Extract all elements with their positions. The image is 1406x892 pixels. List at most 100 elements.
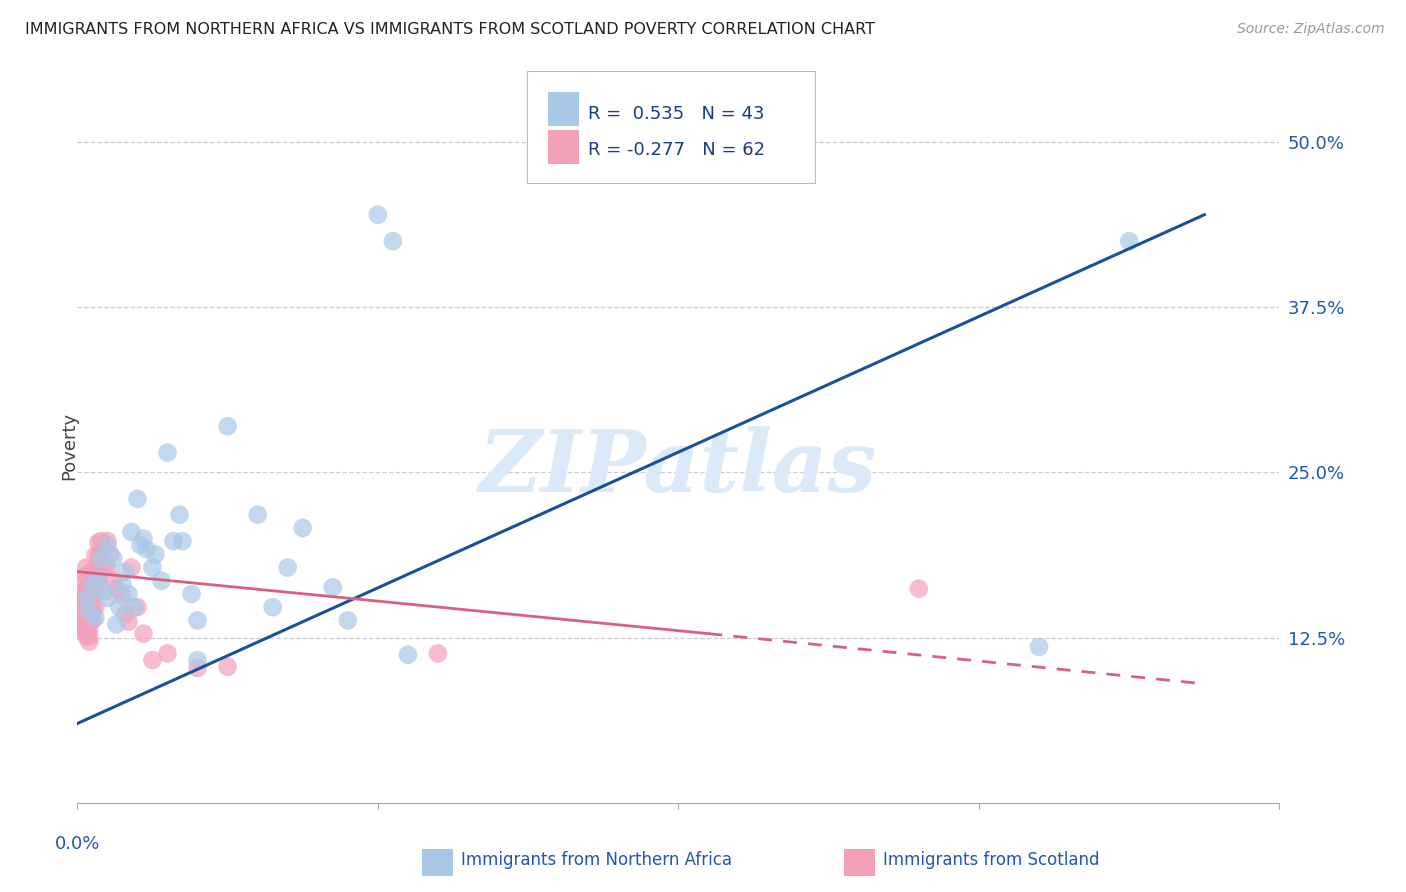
Point — [132, 626, 155, 640]
Y-axis label: Poverty: Poverty — [60, 412, 77, 480]
Point — [72, 621, 94, 635]
Point — [141, 653, 163, 667]
Point — [93, 584, 115, 599]
Point — [75, 560, 97, 574]
Text: 0.0%: 0.0% — [55, 835, 100, 853]
Point — [908, 582, 931, 596]
Point — [75, 629, 97, 643]
Point — [84, 587, 107, 601]
Text: ZIPatlas: ZIPatlas — [479, 425, 877, 509]
Point — [82, 614, 104, 628]
Point — [1118, 234, 1140, 248]
Point — [87, 549, 110, 563]
Point — [96, 534, 118, 549]
Text: Immigrants from Northern Africa: Immigrants from Northern Africa — [461, 851, 733, 869]
Point — [96, 560, 118, 574]
Point — [79, 604, 101, 618]
Point — [156, 647, 179, 661]
Point — [90, 547, 112, 561]
Point — [396, 648, 419, 662]
Point — [84, 549, 107, 563]
Point — [79, 582, 101, 596]
Point — [87, 562, 110, 576]
Point — [82, 588, 104, 602]
Point — [187, 653, 209, 667]
Point — [262, 600, 284, 615]
Point — [114, 565, 136, 579]
Point — [75, 591, 97, 605]
Point — [1028, 640, 1050, 654]
Point — [322, 581, 344, 595]
Point — [79, 629, 101, 643]
Point — [124, 600, 146, 615]
Point — [169, 508, 191, 522]
Point — [129, 538, 152, 552]
Point — [69, 614, 91, 628]
Point — [103, 551, 125, 566]
Point — [217, 659, 239, 673]
Point — [82, 600, 104, 615]
Point — [90, 534, 112, 549]
Point — [132, 532, 155, 546]
Point — [150, 574, 173, 588]
Point — [72, 615, 94, 629]
Point — [120, 524, 142, 539]
Point — [180, 587, 202, 601]
Text: R = -0.277   N = 62: R = -0.277 N = 62 — [588, 141, 765, 159]
Point — [79, 588, 101, 602]
Point — [87, 535, 110, 549]
Point — [75, 623, 97, 637]
Point — [117, 615, 139, 629]
Point — [69, 587, 91, 601]
Point — [69, 600, 91, 615]
Point — [100, 547, 122, 561]
Point — [72, 574, 94, 588]
Point — [84, 562, 107, 576]
Point — [336, 614, 359, 628]
Point — [69, 624, 91, 638]
Point — [381, 234, 404, 248]
Point — [105, 617, 128, 632]
Point — [217, 419, 239, 434]
Point — [141, 560, 163, 574]
Point — [427, 647, 450, 661]
Point — [93, 562, 115, 576]
Point — [72, 587, 94, 601]
Point — [291, 521, 314, 535]
Point — [103, 574, 125, 588]
Text: R =  0.535   N = 43: R = 0.535 N = 43 — [588, 105, 765, 123]
Point — [75, 601, 97, 615]
Point — [114, 607, 136, 621]
Point — [75, 591, 97, 605]
Point — [75, 608, 97, 623]
Point — [127, 491, 149, 506]
Text: Source: ZipAtlas.com: Source: ZipAtlas.com — [1237, 22, 1385, 37]
Point — [72, 608, 94, 623]
Point — [187, 661, 209, 675]
Point — [82, 607, 104, 621]
Point — [84, 611, 107, 625]
Point — [72, 600, 94, 615]
Point — [172, 534, 194, 549]
Point — [108, 600, 131, 615]
Point — [75, 616, 97, 631]
Point — [120, 560, 142, 574]
Point — [79, 634, 101, 648]
Point — [84, 600, 107, 615]
Point — [277, 560, 299, 574]
Point — [246, 508, 269, 522]
Point — [96, 538, 118, 552]
Point — [135, 542, 157, 557]
Point — [84, 575, 107, 590]
Point — [145, 547, 167, 561]
Point — [162, 534, 184, 549]
Point — [79, 615, 101, 629]
Point — [87, 571, 110, 585]
Text: IMMIGRANTS FROM NORTHERN AFRICA VS IMMIGRANTS FROM SCOTLAND POVERTY CORRELATION : IMMIGRANTS FROM NORTHERN AFRICA VS IMMIG… — [25, 22, 876, 37]
Point — [111, 578, 134, 592]
Point — [96, 591, 118, 605]
Point — [117, 587, 139, 601]
Point — [79, 608, 101, 623]
Point — [79, 621, 101, 635]
Point — [75, 582, 97, 596]
